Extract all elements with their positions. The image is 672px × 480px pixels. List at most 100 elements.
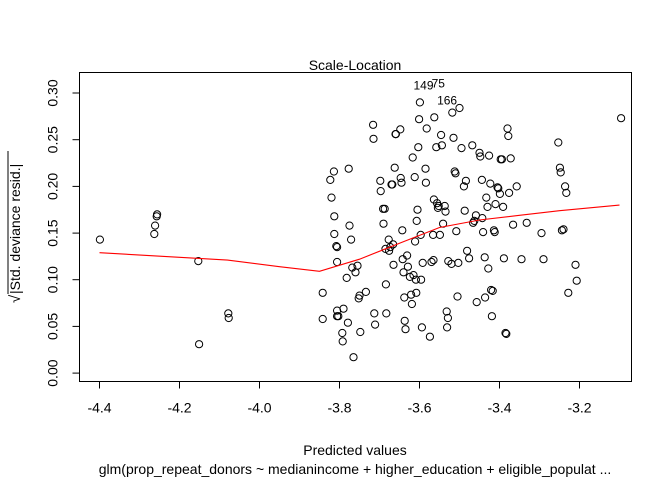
data-point: [332, 242, 341, 251]
data-point: [326, 175, 335, 184]
data-point: [491, 200, 500, 209]
data-point: [414, 143, 423, 152]
data-point: [468, 141, 477, 150]
data-point: [417, 275, 426, 284]
data-point: [418, 258, 427, 267]
data-point: [486, 179, 495, 188]
data-point: [339, 304, 348, 313]
data-point: [482, 193, 491, 202]
data-point: [555, 163, 565, 172]
data-point: [539, 255, 548, 264]
y-axis-label-radical: √: [7, 294, 24, 303]
data-point: [502, 329, 511, 338]
data-point: [430, 113, 439, 122]
data-point: [389, 260, 398, 269]
x-tick-label: -3.6: [407, 400, 431, 416]
data-point: [403, 251, 412, 260]
data-point: [398, 226, 407, 235]
data-point: [151, 221, 160, 230]
data-point: [499, 254, 508, 263]
x-axis-label: Predicted values: [303, 442, 407, 458]
data-point: [153, 210, 162, 219]
data-point: [484, 264, 493, 273]
data-point: [415, 98, 424, 107]
data-point: [369, 134, 378, 143]
data-point: [463, 246, 472, 255]
data-point: [329, 167, 338, 176]
data-point: [437, 141, 446, 150]
x-tick-label: -4.2: [167, 400, 191, 416]
data-point: [441, 207, 450, 216]
data-point: [417, 323, 426, 332]
data-point: [355, 291, 364, 300]
data-point: [572, 276, 581, 285]
point-annotation: 149: [413, 79, 433, 93]
data-point: [413, 205, 422, 214]
data-point: [380, 204, 389, 213]
data-point: [479, 228, 488, 237]
data-point: [499, 202, 508, 211]
data-point: [397, 178, 406, 187]
data-point: [421, 164, 430, 173]
data-point: [561, 182, 570, 191]
y-tick-label: 0.15: [45, 219, 61, 246]
data-point: [343, 318, 352, 327]
data-point: [318, 314, 327, 324]
y-axis: 0.00 0.05 0.10 0.15 0.20 0.25 0.30: [45, 79, 80, 387]
data-point: [410, 173, 419, 182]
data-point: [422, 124, 431, 133]
data-point: [559, 225, 568, 234]
data-point: [150, 229, 159, 239]
data-point: [478, 214, 487, 223]
data-point: [454, 258, 463, 267]
data-point: [338, 337, 347, 346]
data-point: [556, 168, 565, 177]
data-point: [399, 268, 408, 277]
data-point: [356, 327, 365, 337]
data-point: [434, 201, 443, 211]
data-point: [477, 175, 486, 184]
data-point: [440, 201, 449, 211]
x-tick-label: -3.8: [327, 400, 351, 416]
data-point: [451, 169, 460, 178]
data-point: [400, 293, 409, 302]
data-point: [453, 292, 462, 301]
data-point: [562, 188, 571, 197]
data-point: [522, 218, 531, 227]
data-point: [488, 286, 497, 295]
data-point: [371, 320, 380, 329]
data-point: [432, 143, 441, 152]
data-point: [327, 193, 336, 202]
y-tick-label: 0.25: [45, 126, 61, 153]
data-point: [485, 151, 494, 160]
data-point: [457, 144, 466, 153]
data-point: [388, 180, 397, 189]
data-point: [443, 323, 452, 332]
y-tick-label: 0.05: [45, 313, 61, 340]
y-tick-label: 0.00: [45, 359, 61, 386]
data-point: [421, 178, 430, 187]
data-point: [95, 235, 105, 244]
data-point: [435, 230, 444, 239]
data-point: [517, 255, 526, 264]
data-point: [407, 299, 416, 309]
data-point: [460, 206, 469, 215]
data-point: [495, 189, 504, 198]
data-point: [195, 340, 204, 349]
data-point: [382, 309, 391, 318]
data-point: [400, 316, 409, 325]
data-point: [497, 155, 506, 164]
data-point: [344, 164, 353, 173]
points-layer: [95, 98, 626, 362]
data-point: [512, 182, 521, 191]
data-point: [409, 271, 418, 280]
data-point: [427, 257, 436, 267]
data-point: [391, 130, 400, 139]
data-point: [381, 280, 390, 289]
data-point: [455, 103, 464, 113]
data-point: [384, 235, 393, 244]
data-point: [349, 353, 358, 362]
